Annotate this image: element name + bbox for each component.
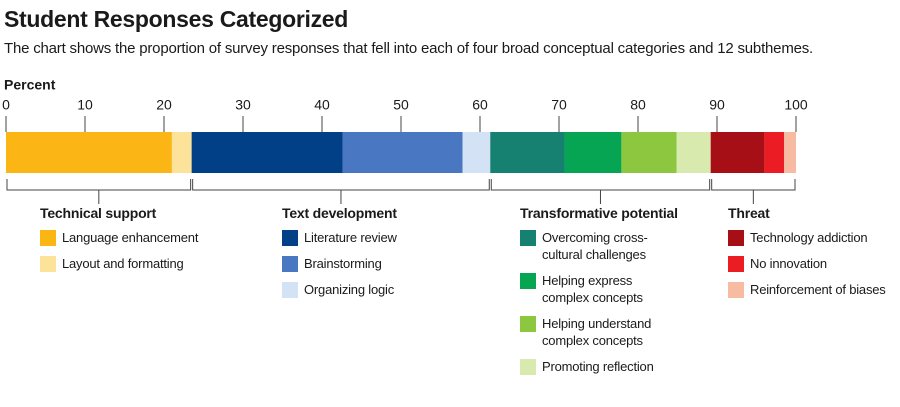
legend-item: Layout and formatting <box>40 255 198 272</box>
legend-swatch <box>40 230 56 246</box>
bar-segment <box>191 132 343 173</box>
x-axis-label: Percent <box>4 77 56 93</box>
x-tick-label: 60 <box>472 97 488 113</box>
legend-swatch <box>520 230 536 246</box>
chart-title: Student Responses Categorized <box>4 6 349 32</box>
legend-group-title: Transformative potential <box>520 205 678 221</box>
legend-label: Promoting reflection <box>542 359 654 374</box>
legend-label: Layout and formatting <box>62 256 184 271</box>
legend-swatch <box>520 316 536 332</box>
legend-label: Reinforcement of biases <box>750 282 886 297</box>
legend-swatch <box>282 282 298 298</box>
legend-item: Helping understand complex concepts <box>520 315 682 349</box>
legend-label: Literature review <box>304 230 397 245</box>
bar-segment <box>784 132 796 173</box>
group-bracket <box>6 179 192 204</box>
legend-group-title: Threat <box>728 205 770 221</box>
legend-group-title: Text development <box>282 205 397 221</box>
bar-segment <box>564 132 622 173</box>
legend-item: Brainstorming <box>282 255 397 272</box>
legend-group: Text development Literature review Brainst… <box>282 205 397 307</box>
bar-segment <box>490 132 565 173</box>
legend-label: No innovation <box>750 256 827 271</box>
legend-item: Promoting reflection <box>520 358 682 375</box>
legend-swatch <box>282 256 298 272</box>
bar-segment <box>462 132 491 173</box>
legend-swatch <box>728 282 744 298</box>
legend-item: Overcoming cross-cultural challenges <box>520 229 682 263</box>
x-tick-label: 100 <box>784 97 808 113</box>
legend-label: Language enhancement <box>62 230 199 245</box>
bar-segment <box>171 132 192 173</box>
x-tick-label: 40 <box>314 97 330 113</box>
legend-group: Transformative potential Overcoming cross… <box>520 205 682 384</box>
x-tick-label: 20 <box>156 97 172 113</box>
group-bracket <box>490 179 711 204</box>
legend-label: Brainstorming <box>304 256 382 271</box>
legend-group-title: Technical support <box>40 205 157 221</box>
legend-item: Technology addiction <box>728 229 886 246</box>
x-tick-label: 0 <box>2 97 10 113</box>
group-bracket <box>192 179 490 204</box>
legend-label: Helping understand complex concepts <box>542 316 652 348</box>
legend-item: Language enhancement <box>40 229 198 246</box>
x-tick-label: 30 <box>235 97 251 113</box>
legend-group: Technical support Language enhancement Lay… <box>40 205 198 281</box>
legend-label: Helping express complex concepts <box>542 273 643 305</box>
legend-group: Threat Technology addiction No innovation R… <box>728 205 886 307</box>
legend-swatch <box>520 273 536 289</box>
x-tick-label: 10 <box>77 97 93 113</box>
legend-item: Helping express complex concepts <box>520 272 682 306</box>
legend-label: Technology addiction <box>750 230 868 245</box>
legend-swatch <box>282 230 298 246</box>
bar-segment <box>710 132 765 173</box>
bar-segment <box>621 132 677 173</box>
bar-segment <box>764 132 785 173</box>
legend-swatch <box>728 256 744 272</box>
legend-item: Organizing logic <box>282 281 397 298</box>
legend-swatch <box>40 256 56 272</box>
legend-label: Overcoming cross-cultural challenges <box>542 230 648 262</box>
legend-item: Reinforcement of biases <box>728 281 886 298</box>
legend-item: Literature review <box>282 229 397 246</box>
legend-label: Organizing logic <box>304 282 395 297</box>
legend-item: No innovation <box>728 255 886 272</box>
x-tick-label: 70 <box>551 97 567 113</box>
x-tick-label: 90 <box>709 97 725 113</box>
x-tick-label: 50 <box>393 97 409 113</box>
chart-subtitle: The chart shows the proportion of survey… <box>4 40 814 57</box>
legend-swatch <box>728 230 744 246</box>
x-tick-label: 80 <box>630 97 646 113</box>
bar-segment <box>676 132 711 173</box>
legend-swatch <box>520 359 536 375</box>
group-bracket <box>711 179 796 204</box>
bar-segment <box>6 132 172 173</box>
bar-segment <box>342 132 463 173</box>
